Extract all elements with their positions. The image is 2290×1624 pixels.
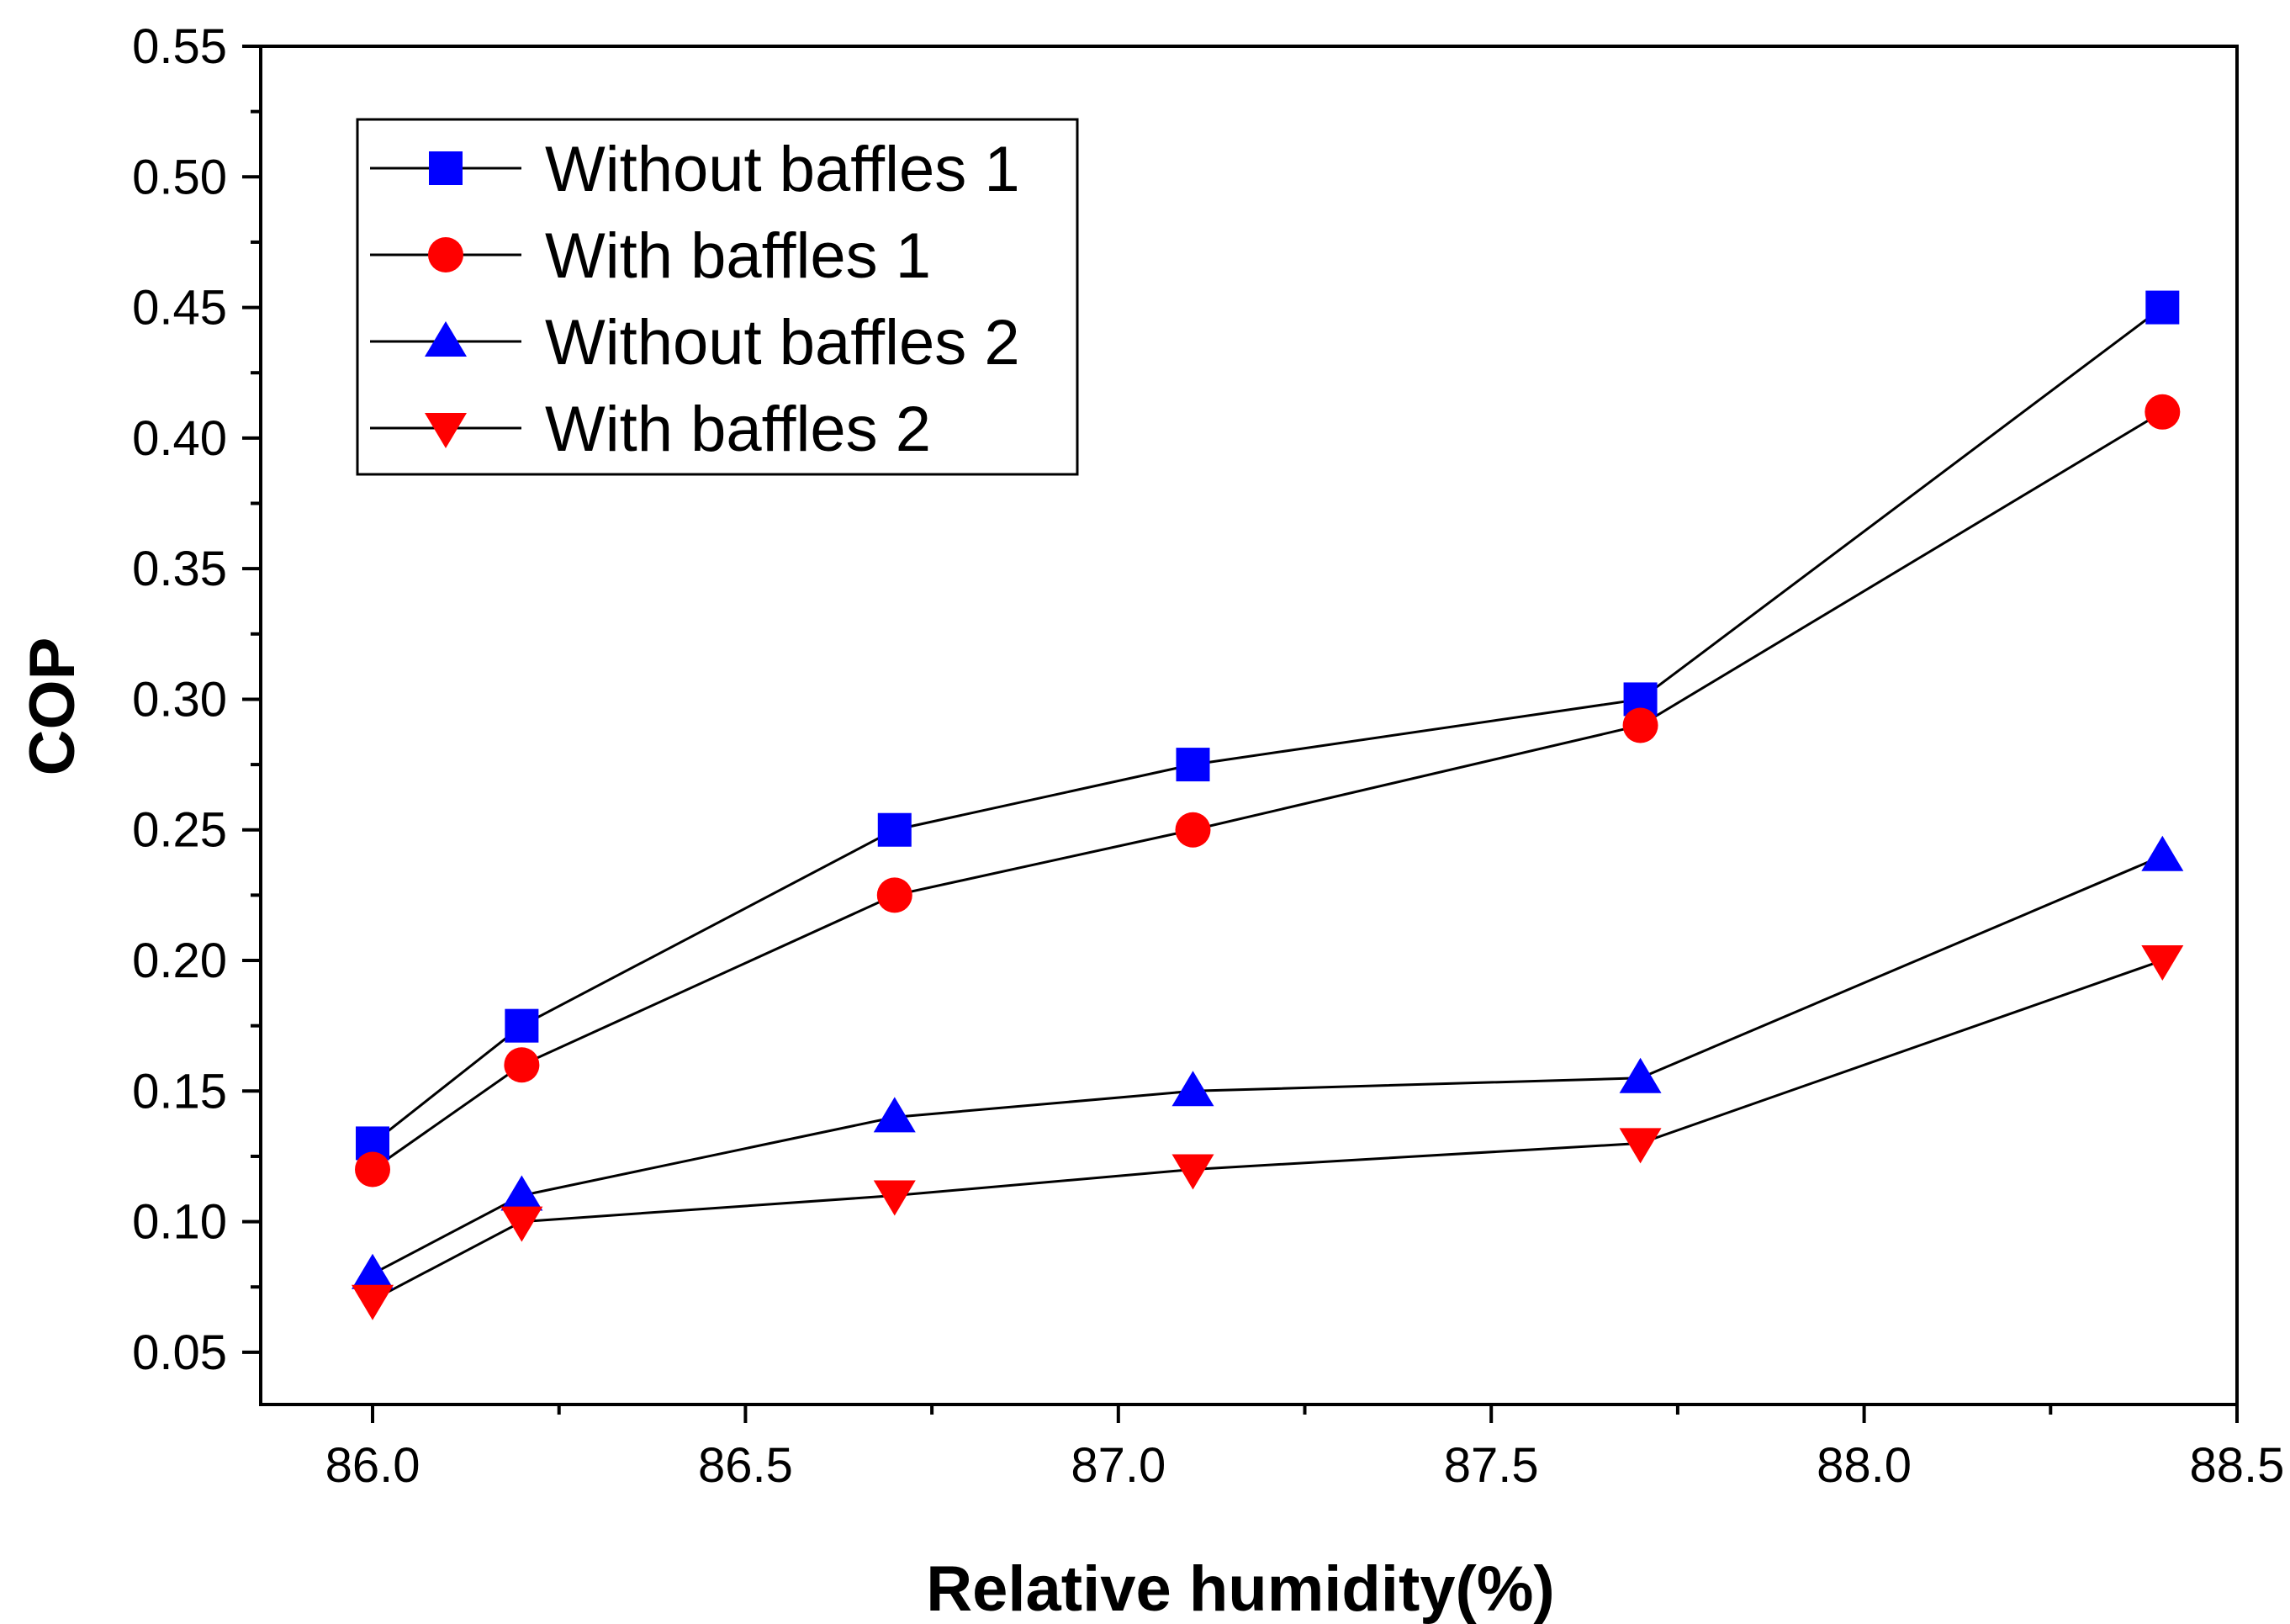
data-point-series-1 (2145, 290, 2180, 325)
x-tick-label: 88.0 (1817, 1438, 1912, 1493)
legend-marker-1 (429, 151, 463, 185)
legend-label-2: With baffles 1 (545, 220, 931, 292)
data-point-series-2 (504, 1047, 540, 1083)
y-tick-label: 0.40 (132, 411, 227, 466)
x-tick-label: 86.0 (325, 1438, 420, 1493)
series-line-4 (372, 959, 2163, 1302)
y-axis-title: COP (17, 637, 88, 776)
x-tick-label: 87.0 (1071, 1438, 1166, 1493)
y-tick-label: 0.15 (132, 1064, 227, 1119)
data-point-series-3 (873, 1097, 916, 1133)
series-lines (372, 306, 2164, 1302)
data-point-series-1 (1176, 748, 1210, 782)
legend-marker-3 (425, 321, 467, 357)
data-point-series-4 (873, 1180, 916, 1216)
plot-frame (259, 45, 2239, 1406)
data-point-series-2 (2145, 394, 2181, 430)
y-tick-label: 0.10 (132, 1195, 227, 1250)
data-point-series-2 (1175, 812, 1211, 848)
data-point-series-4 (1171, 1154, 1214, 1190)
series-line-3 (372, 854, 2163, 1276)
data-point-series-3 (1619, 1057, 1662, 1093)
y-tick-label: 0.25 (132, 803, 227, 858)
y-tick-label: 0.20 (132, 934, 227, 988)
x-axis-title: Relative humidity(%) (926, 1553, 1554, 1624)
legend-box (356, 118, 1079, 476)
y-tick-label: 0.55 (132, 19, 227, 74)
legend-label-4: With baffles 2 (545, 394, 931, 465)
data-point-series-1 (877, 812, 912, 847)
data-point-series-1 (505, 1008, 539, 1043)
legend: Without baffles 1 With baffles 1 Without b… (356, 118, 1079, 476)
data-point-series-3 (2141, 835, 2184, 871)
data-point-series-4 (352, 1284, 394, 1320)
x-tick-label: 88.5 (2190, 1438, 2285, 1493)
y-tick-label: 0.50 (132, 150, 227, 204)
data-point-series-3 (352, 1253, 394, 1289)
legend-label-3: Without baffles 2 (545, 307, 1020, 378)
data-point-series-2 (355, 1151, 391, 1188)
data-point-series-4 (2141, 945, 2184, 981)
data-point-series-4 (500, 1206, 543, 1242)
series-line-2 (372, 410, 2164, 1171)
data-point-series-2 (876, 877, 912, 913)
legend-label-1: Without baffles 1 (545, 134, 1020, 205)
x-tick-label: 86.5 (698, 1438, 793, 1493)
axes: 86.0 86.5 87.0 87.5 88.0 88.5 0.05 0.10 0.15 0.20… (132, 19, 2284, 1493)
y-tick-label: 0.35 (132, 542, 227, 596)
data-point-series-2 (1622, 707, 1658, 743)
legend-marker-2 (428, 237, 463, 272)
series-markers (352, 290, 2184, 1320)
data-point-series-3 (1171, 1071, 1214, 1107)
y-tick-label: 0.30 (132, 672, 227, 727)
y-tick-label: 0.05 (132, 1325, 227, 1380)
y-tick-label: 0.45 (132, 281, 227, 336)
legend-marker-4 (425, 413, 467, 448)
data-point-series-3 (500, 1175, 543, 1211)
series-line-1 (372, 306, 2164, 1145)
x-tick-label: 87.5 (1444, 1438, 1539, 1493)
data-point-series-4 (1619, 1128, 1662, 1164)
